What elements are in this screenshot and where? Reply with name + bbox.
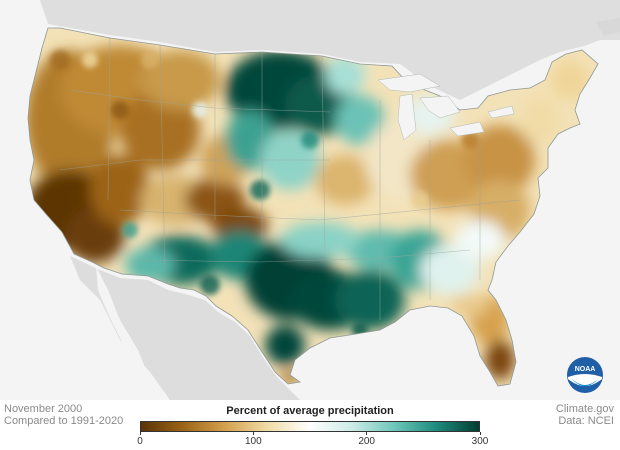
source-label: Climate.gov — [555, 403, 614, 415]
data-label: Data: NCEI — [558, 415, 614, 427]
map-footer: November 2000 Compared to 1991-2020 Perc… — [0, 400, 620, 450]
legend-tick-mark — [479, 432, 481, 435]
state-boundaries — [59, 37, 521, 320]
noaa-logo: NOAA — [566, 356, 604, 399]
precipitation-map: NOAA — [27, 0, 620, 400]
month-label: November 2000 — [4, 403, 83, 415]
map-caption-right: Climate.gov Data: NCEI — [556, 403, 614, 427]
legend-tick-mark — [366, 432, 368, 435]
precipitation-map-svg — [27, 0, 620, 400]
legend-tick-label: 200 — [358, 436, 375, 447]
noaa-logo-text: NOAA — [575, 366, 596, 373]
legend-color-bar — [140, 421, 480, 432]
legend-title: Percent of average precipitation — [226, 405, 394, 417]
baseline-label: Compared to 1991-2020 — [4, 415, 124, 427]
legend-tick-label: 0 — [137, 436, 143, 447]
legend-tick-mark — [139, 432, 141, 435]
us-outline — [27, 27, 599, 387]
great-lakes — [377, 73, 515, 141]
legend-tick-label: 300 — [471, 436, 489, 447]
map-caption-left: November 2000 Compared to 1991-2020 — [4, 403, 123, 427]
legend-tick-label: 100 — [244, 436, 262, 447]
legend-tick-mark — [252, 432, 254, 435]
surrounding-land — [40, 0, 620, 400]
